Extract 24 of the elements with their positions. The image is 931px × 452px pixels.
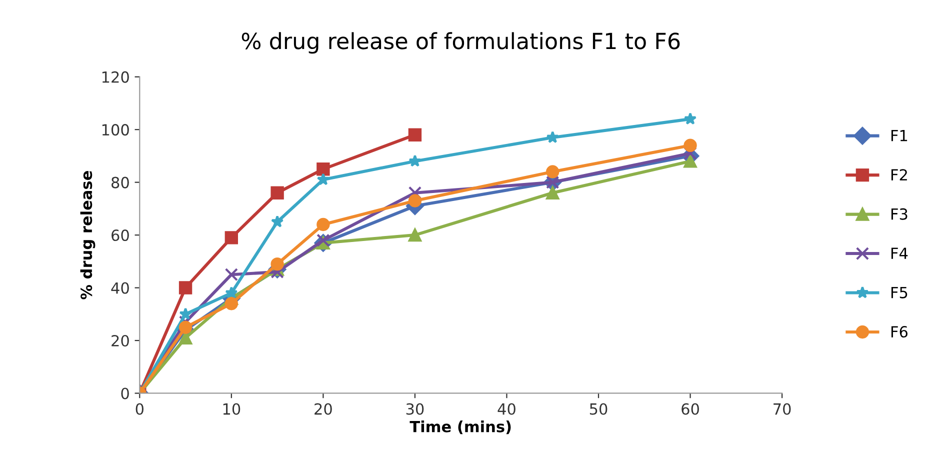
legend-label: F6 xyxy=(891,326,908,338)
y-tick-label: 100 xyxy=(102,124,129,136)
x-tick-label: 0 xyxy=(136,403,144,415)
x-tick-label: 20 xyxy=(314,403,332,415)
legend-label: F4 xyxy=(891,248,908,259)
x-tick-label: 50 xyxy=(590,403,608,415)
y-tick-label: 0 xyxy=(121,388,129,400)
y-tick-label: 120 xyxy=(102,71,129,83)
x-tick-label: 30 xyxy=(406,403,424,415)
y-tick-label: 40 xyxy=(111,282,129,294)
legend-label: F2 xyxy=(891,169,907,180)
x-tick-label: 40 xyxy=(498,403,516,415)
x-tick-label: 60 xyxy=(682,403,699,415)
y-tick-label: 80 xyxy=(112,176,129,188)
y-tick-label: 60 xyxy=(112,230,129,242)
chart-title: % drug release of formulations F1 to F6 xyxy=(242,32,680,54)
y-axis-title: % drug release xyxy=(80,171,96,300)
legend-label: F1 xyxy=(891,130,908,142)
x-tick-label: 70 xyxy=(774,403,791,415)
x-tick-label: 10 xyxy=(223,403,240,415)
x-axis-title: Time (mins) xyxy=(410,420,511,434)
legend-label: F5 xyxy=(891,286,908,298)
legend-label: F3 xyxy=(891,208,908,220)
y-tick-label: 20 xyxy=(112,334,129,347)
